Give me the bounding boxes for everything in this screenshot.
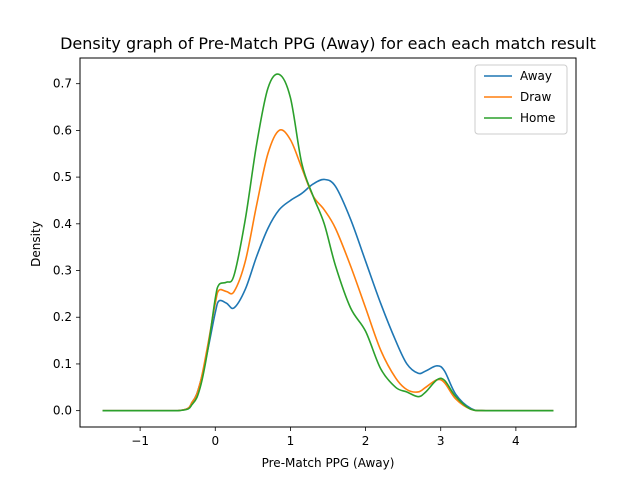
y-tick-label: 0.1 xyxy=(53,357,72,371)
x-axis-ticks: −1 0 1 2 3 4 xyxy=(131,427,520,448)
y-axis-ticks: 0.0 0.1 0.2 0.3 0.4 0.5 0.6 0.7 xyxy=(53,77,80,418)
chart-title: Density graph of Pre-Match PPG (Away) fo… xyxy=(60,34,596,53)
x-tick-label: −1 xyxy=(131,434,149,448)
y-axis-label: Density xyxy=(29,221,43,267)
plot-area xyxy=(102,73,554,412)
legend-box xyxy=(474,64,568,135)
legend-label-home: Home xyxy=(520,111,555,125)
y-tick-label: 0.6 xyxy=(53,123,72,137)
x-tick-label: 1 xyxy=(287,434,295,448)
series-line-draw xyxy=(102,129,554,412)
series-line-away xyxy=(102,178,554,412)
legend-label-draw: Draw xyxy=(520,90,552,104)
legend-label-away: Away xyxy=(520,69,552,83)
y-tick-label: 0.5 xyxy=(53,170,72,184)
x-tick-label: 0 xyxy=(211,434,219,448)
x-tick-label: 3 xyxy=(437,434,445,448)
y-tick-label: 0.7 xyxy=(53,77,72,91)
y-tick-label: 0.0 xyxy=(53,404,72,418)
x-axis-label: Pre-Match PPG (Away) xyxy=(262,456,395,470)
plot-frame xyxy=(79,57,577,428)
y-tick-label: 0.3 xyxy=(53,264,72,278)
y-tick-label: 0.4 xyxy=(53,217,72,231)
legend: Away Draw Home xyxy=(474,64,568,135)
y-tick-label: 0.2 xyxy=(53,310,72,324)
series-line-home xyxy=(102,73,554,412)
x-tick-label: 4 xyxy=(512,434,520,448)
x-tick-label: 2 xyxy=(362,434,370,448)
